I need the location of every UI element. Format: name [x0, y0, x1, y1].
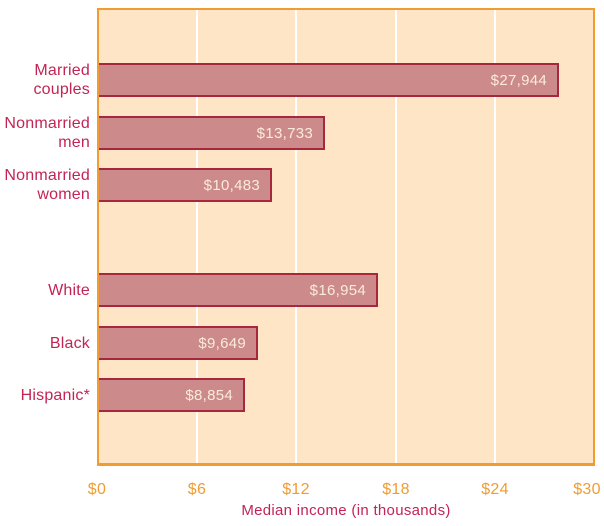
x-tick-label: $0	[87, 481, 107, 498]
bar-value-label: $16,954	[309, 281, 366, 299]
x-tick-label: $24	[481, 481, 509, 498]
plot-area: $27,944 $13,733 $10,483 $16,954 $9,649 $8,854	[97, 8, 595, 466]
bar-value-label: $13,733	[256, 124, 313, 142]
bar-nonmarried-women: $10,483	[99, 168, 272, 202]
bar-value-label: $8,854	[185, 386, 233, 404]
category-label: Married couples	[33, 62, 90, 98]
gridline	[295, 10, 297, 463]
bar-married-couples: $27,944	[99, 63, 559, 97]
category-label: Hispanic*	[20, 387, 90, 404]
bar-nonmarried-men: $13,733	[99, 116, 325, 150]
category-label: Nonmarried men	[4, 115, 90, 151]
x-tick-label: $6	[187, 481, 207, 498]
bar-value-label: $10,483	[203, 176, 260, 194]
gridline	[196, 10, 198, 463]
gridline	[494, 10, 496, 463]
bar-value-label: $9,649	[198, 334, 246, 352]
gridline	[395, 10, 397, 463]
x-tick-label: $18	[382, 481, 410, 498]
category-label: Nonmarried women	[4, 167, 90, 203]
category-label: Black	[49, 335, 90, 352]
bar-hispanic-: $8,854	[99, 378, 245, 412]
bar-black: $9,649	[99, 326, 258, 360]
x-tick-label: $12	[282, 481, 310, 498]
x-axis-title: Median income (in thousands)	[241, 502, 451, 519]
bar-value-label: $27,944	[490, 71, 547, 89]
category-label: White	[48, 282, 90, 299]
bar-white: $16,954	[99, 273, 378, 307]
x-tick-label: $30	[573, 481, 601, 498]
